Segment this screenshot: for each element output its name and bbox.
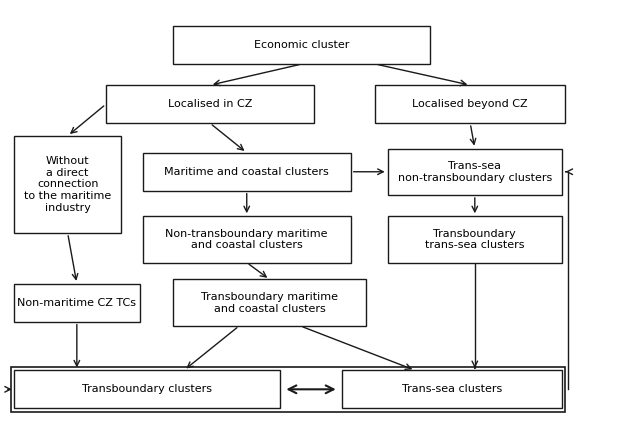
Text: Transboundary clusters: Transboundary clusters: [82, 384, 212, 394]
Text: Trans-sea
non-transboundary clusters: Trans-sea non-transboundary clusters: [397, 161, 552, 183]
Text: Trans-sea clusters: Trans-sea clusters: [402, 384, 502, 394]
Text: Transboundary maritime
and coastal clusters: Transboundary maritime and coastal clust…: [201, 292, 338, 314]
FancyBboxPatch shape: [14, 284, 140, 322]
FancyBboxPatch shape: [14, 370, 280, 408]
Text: Non-maritime CZ TCs: Non-maritime CZ TCs: [17, 298, 136, 308]
Text: Non-transboundary maritime
and coastal clusters: Non-transboundary maritime and coastal c…: [166, 229, 328, 250]
FancyBboxPatch shape: [143, 153, 351, 191]
FancyBboxPatch shape: [173, 279, 366, 326]
FancyBboxPatch shape: [173, 26, 430, 64]
Text: Localised beyond CZ: Localised beyond CZ: [412, 99, 528, 109]
FancyBboxPatch shape: [143, 216, 351, 263]
FancyBboxPatch shape: [14, 136, 121, 233]
FancyBboxPatch shape: [375, 85, 565, 123]
FancyBboxPatch shape: [106, 85, 314, 123]
Text: Without
a direct
connection
to the maritime
industry: Without a direct connection to the marit…: [24, 156, 112, 213]
Text: Transboundary
trans-sea clusters: Transboundary trans-sea clusters: [425, 229, 525, 250]
FancyBboxPatch shape: [388, 216, 562, 263]
Text: Localised in CZ: Localised in CZ: [168, 99, 252, 109]
Text: Maritime and coastal clusters: Maritime and coastal clusters: [164, 167, 329, 177]
FancyBboxPatch shape: [388, 149, 562, 195]
FancyBboxPatch shape: [341, 370, 562, 408]
Text: Economic cluster: Economic cluster: [254, 40, 350, 50]
